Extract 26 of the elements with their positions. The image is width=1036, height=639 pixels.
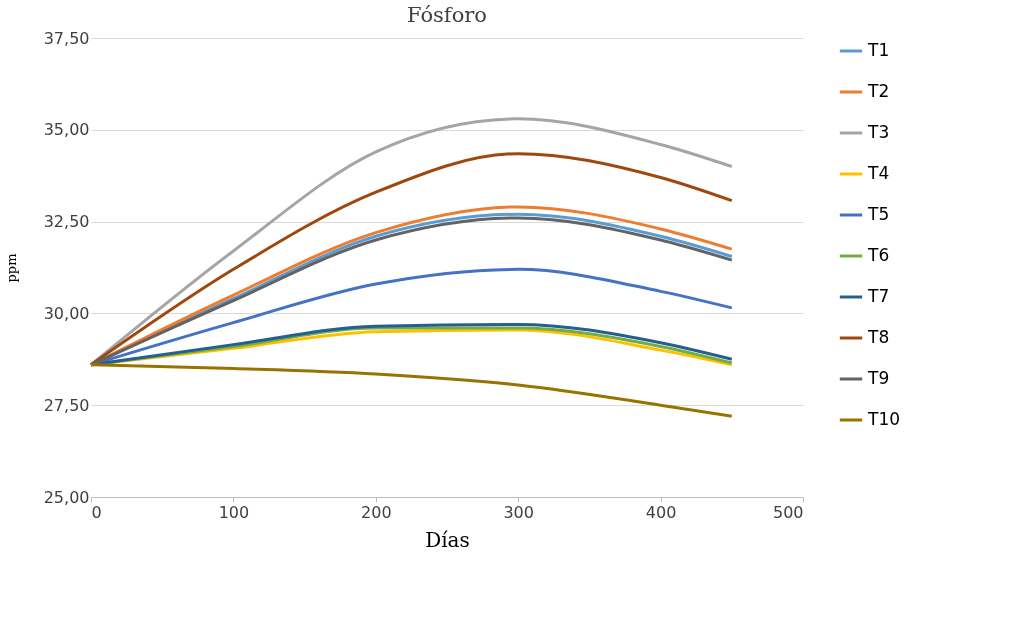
x-tick-label: 400 xyxy=(645,502,677,522)
x-tick-label: 100 xyxy=(218,502,250,522)
legend-label: T9 xyxy=(867,368,890,388)
x-axis-title: Días xyxy=(425,527,470,552)
legend-label: T1 xyxy=(867,40,890,60)
y-tick-label: 37,50 xyxy=(43,28,90,48)
legend-label: T8 xyxy=(867,327,890,347)
legend-label: T6 xyxy=(867,245,890,265)
chart-title: Fósforo xyxy=(407,3,487,27)
legend-label: T10 xyxy=(867,409,901,429)
y-tick-label: 32,50 xyxy=(43,212,90,232)
y-tick-label: 35,00 xyxy=(43,120,90,140)
y-axis-title: ppm xyxy=(3,253,19,283)
legend-label: T5 xyxy=(867,204,890,224)
legend-label: T4 xyxy=(867,163,890,183)
line-series xyxy=(89,363,734,418)
legend-label: T7 xyxy=(867,286,890,306)
x-tick-label: 0 xyxy=(91,502,102,522)
x-tick-label: 200 xyxy=(361,502,392,522)
y-tick-label: 30,00 xyxy=(43,303,90,323)
x-tick-label: 500 xyxy=(772,502,804,522)
y-tick-label: 27,50 xyxy=(43,395,90,415)
x-tick-label: 300 xyxy=(503,502,534,522)
legend-label: T2 xyxy=(867,81,890,101)
legend-label: T3 xyxy=(867,122,890,142)
y-tick-label: 25,00 xyxy=(43,487,90,507)
